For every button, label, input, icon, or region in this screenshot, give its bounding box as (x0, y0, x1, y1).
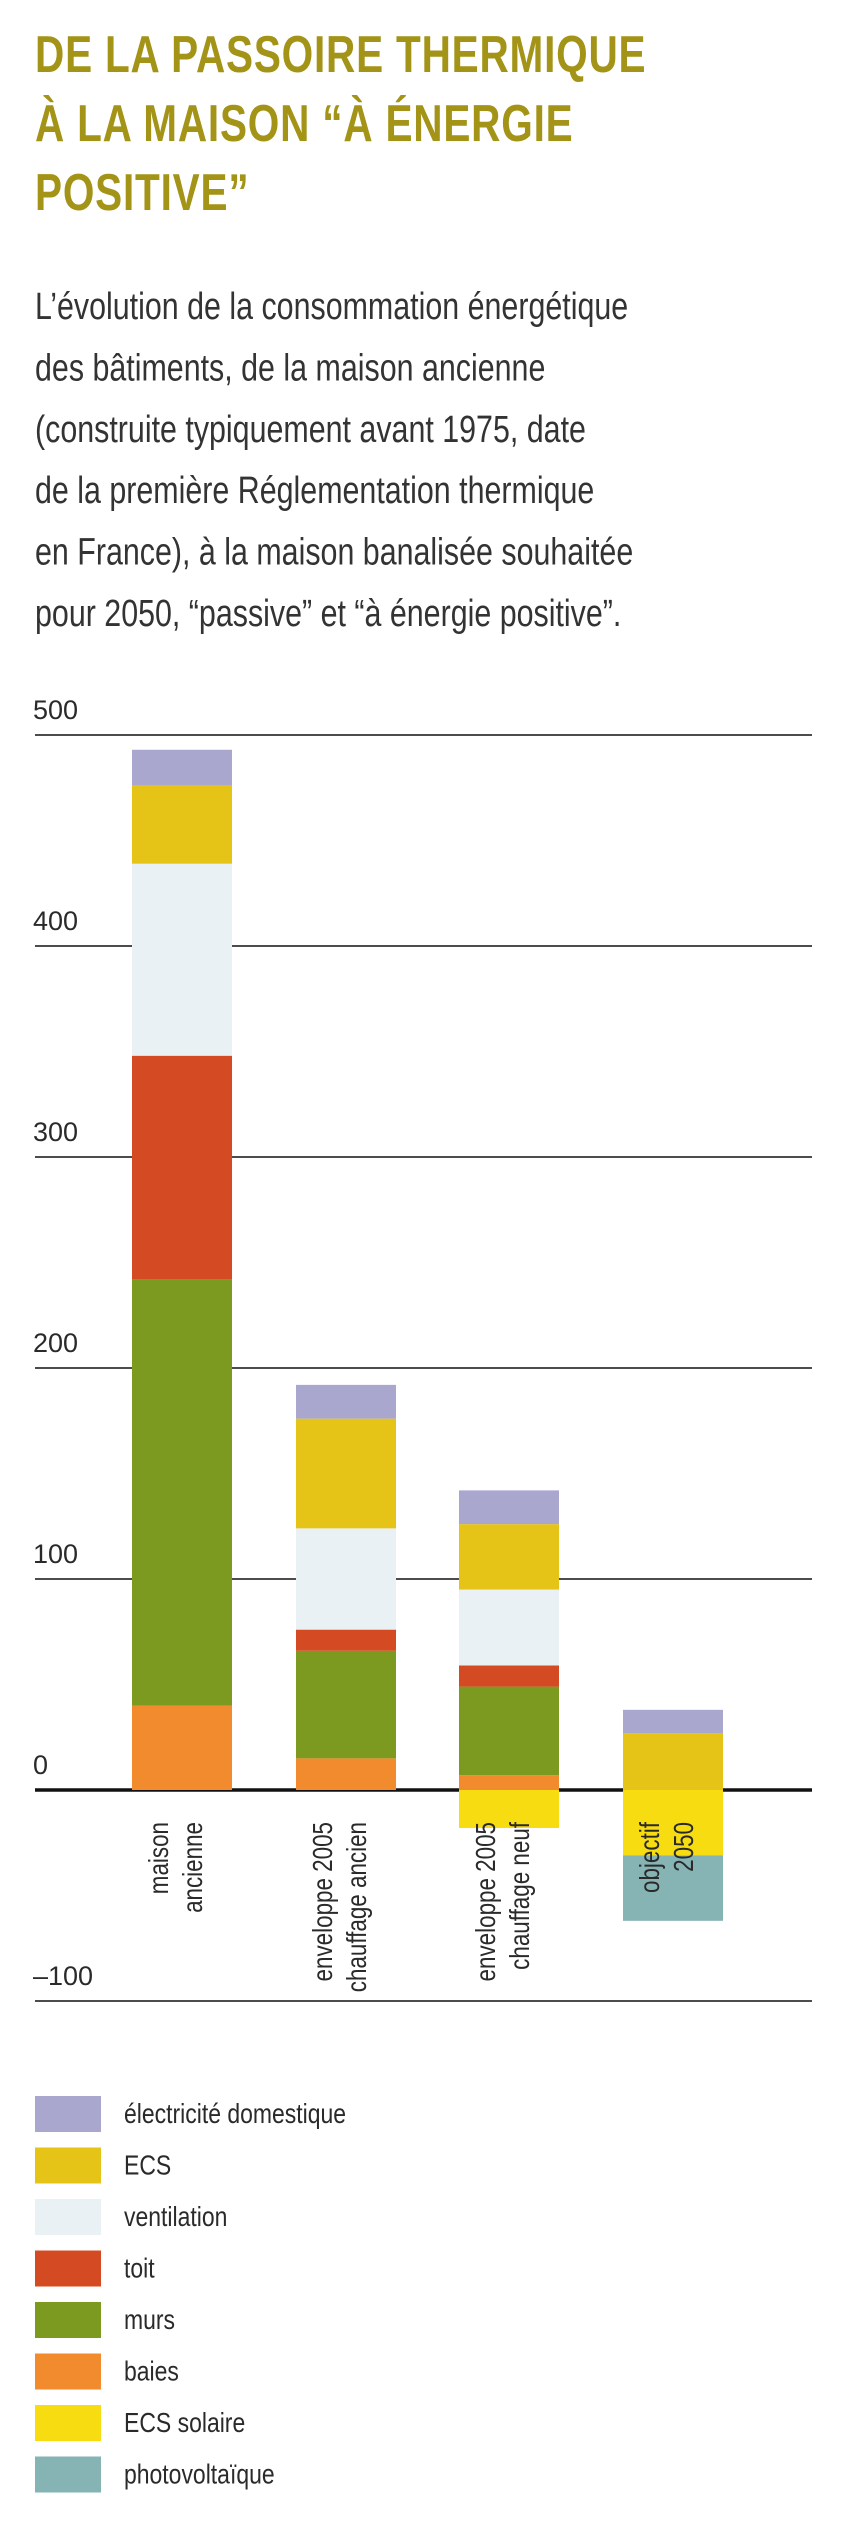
x-tick-label: 2050 (668, 1822, 699, 1872)
bar-segment (459, 1490, 559, 1525)
y-tick-label: 300 (33, 1117, 78, 1147)
x-tick-label: chauffage ancien (341, 1822, 372, 1992)
x-tick-label: enveloppe 2005 (307, 1822, 338, 1981)
y-tick-label: 0 (33, 1750, 48, 1780)
bar-segment (623, 1855, 723, 1921)
legend-label: toit (124, 2253, 155, 2284)
bar-segment (459, 1665, 559, 1687)
bar-segment (132, 1055, 232, 1280)
subtitle: L’évolution de la consommation énergétiq… (35, 286, 633, 635)
y-tick-label: 500 (33, 695, 78, 725)
bar-segment (459, 1790, 559, 1828)
legend-label: murs (124, 2304, 175, 2335)
x-tick-label: enveloppe 2005 (470, 1822, 501, 1981)
subtitle-line: L’évolution de la consommation énergétiq… (35, 286, 628, 328)
legend-swatch (35, 2250, 101, 2287)
bar-segment (459, 1686, 559, 1776)
legend-swatch (35, 2096, 101, 2132)
title-line: À LA MAISON “À ÉNERGIE (35, 95, 573, 153)
bar-segment (296, 1650, 396, 1759)
bar-segment (459, 1524, 559, 1590)
legend-swatch (35, 2405, 101, 2441)
x-tick-label: maison (143, 1822, 174, 1894)
bar-segment (296, 1418, 396, 1529)
legend-label: ventilation (124, 2201, 227, 2232)
bar-segment (623, 1733, 723, 1790)
bar-segment (296, 1758, 396, 1790)
bar-segment (296, 1629, 396, 1651)
title-line: DE LA PASSOIRE THERMIQUE (35, 26, 646, 84)
subtitle-line: des bâtiments, de la maison ancienne (35, 347, 545, 389)
x-tick-label: chauffage neuf (504, 1822, 535, 1970)
bar-segment (132, 749, 232, 786)
y-tick-label: 400 (33, 906, 78, 936)
bar-segment (132, 1279, 232, 1706)
legend-swatch (35, 2199, 101, 2235)
bar-segment (459, 1775, 559, 1790)
y-tick-label: 200 (33, 1328, 78, 1358)
legend-swatch (35, 2353, 101, 2390)
bar-segment (132, 785, 232, 864)
legend-swatch (35, 2456, 101, 2493)
title-line: POSITIVE” (35, 164, 249, 222)
legend-label: ECS (124, 2150, 171, 2181)
bar-segment (296, 1528, 396, 1630)
legend-label: photovoltaïque (124, 2459, 275, 2490)
legend-label: électricité domestique (124, 2098, 346, 2129)
bar-segment (623, 1709, 723, 1734)
legend-swatch (35, 2147, 101, 2184)
x-tick-label: objectif (634, 1822, 665, 1893)
subtitle-line: de la première Réglementation thermique (35, 470, 594, 512)
subtitle-line: en France), à la maison banalisée souhai… (35, 532, 633, 574)
subtitle-line: pour 2050, “passive” et “à énergie posit… (35, 593, 621, 635)
bar-segment (132, 863, 232, 1056)
bar-segment (459, 1589, 559, 1666)
bar-segment (132, 1705, 232, 1790)
legend-label: baies (124, 2356, 179, 2387)
y-tick-label: –100 (33, 1961, 93, 1991)
y-tick-label: 100 (33, 1539, 78, 1569)
bar-segment (623, 1790, 723, 1856)
legend-label: ECS solaire (124, 2407, 245, 2438)
legend-swatch (35, 2302, 101, 2338)
x-tick-label: ancienne (177, 1822, 208, 1913)
bar-segment (296, 1384, 396, 1419)
subtitle-line: (construite typiquement avant 1975, date (35, 409, 586, 451)
title: DE LA PASSOIRE THERMIQUE À LA MAISON “À É… (35, 26, 646, 222)
